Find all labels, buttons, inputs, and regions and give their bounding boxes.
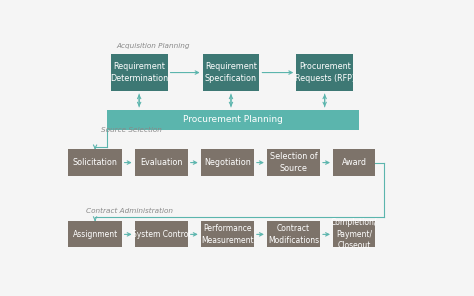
FancyBboxPatch shape <box>267 221 320 247</box>
FancyBboxPatch shape <box>201 149 254 176</box>
FancyBboxPatch shape <box>68 149 122 176</box>
Text: Completion/
Payment/
Closeout: Completion/ Payment/ Closeout <box>331 218 377 250</box>
FancyBboxPatch shape <box>202 54 259 91</box>
FancyBboxPatch shape <box>135 221 188 247</box>
FancyBboxPatch shape <box>333 221 375 247</box>
Text: Acquisition Planning: Acquisition Planning <box>116 43 190 49</box>
Text: Evaluation: Evaluation <box>140 158 182 167</box>
FancyBboxPatch shape <box>296 54 353 91</box>
Text: Solicitation: Solicitation <box>73 158 118 167</box>
FancyBboxPatch shape <box>107 110 359 130</box>
Text: Requirement
Specification: Requirement Specification <box>205 62 257 83</box>
Text: Procurement Planning: Procurement Planning <box>183 115 283 124</box>
Text: Requirement
Determination: Requirement Determination <box>110 62 168 83</box>
FancyBboxPatch shape <box>201 221 254 247</box>
FancyBboxPatch shape <box>68 221 122 247</box>
Text: Contract Administration: Contract Administration <box>86 208 173 214</box>
Text: Selection of
Source: Selection of Source <box>270 152 317 173</box>
Text: Performance
Measurement: Performance Measurement <box>201 224 254 244</box>
Text: Negotiation: Negotiation <box>204 158 251 167</box>
FancyBboxPatch shape <box>333 149 375 176</box>
FancyBboxPatch shape <box>135 149 188 176</box>
Text: Award: Award <box>342 158 366 167</box>
Text: Source Selection: Source Selection <box>101 127 163 133</box>
Text: Assignment: Assignment <box>73 230 118 239</box>
FancyBboxPatch shape <box>110 54 168 91</box>
FancyBboxPatch shape <box>267 149 320 176</box>
Text: System Control: System Control <box>132 230 191 239</box>
Text: Contract
Modifications: Contract Modifications <box>268 224 319 244</box>
Text: Procurement
Requests (RFP): Procurement Requests (RFP) <box>295 62 355 83</box>
